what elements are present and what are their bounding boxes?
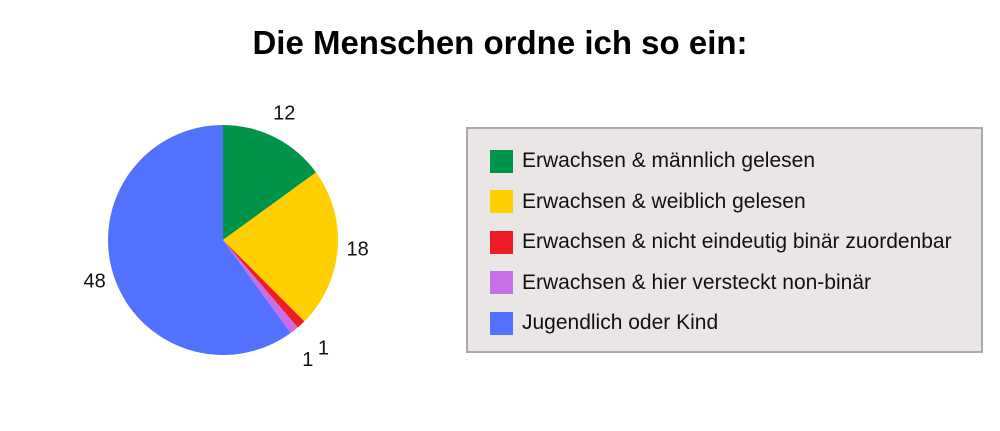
legend: Erwachsen & männlich gelesen Erwachsen & …	[466, 127, 983, 353]
chart-title: Die Menschen ordne ich so ein:	[252, 24, 748, 61]
legend-swatch	[490, 311, 513, 335]
legend-item: Erwachsen & nicht eindeutig binär zuorde…	[490, 230, 952, 254]
data-label: 1	[318, 338, 329, 360]
data-label: 1	[302, 349, 313, 371]
pie-slice	[223, 172, 339, 322]
legend-swatch	[490, 149, 513, 173]
legend-label: Erwachsen & männlich gelesen	[522, 149, 815, 172]
data-label: 48	[83, 271, 105, 293]
legend-item: Erwachsen & hier versteckt non-binär	[490, 271, 871, 295]
legend-item: Erwachsen & männlich gelesen	[490, 149, 815, 173]
data-label: 12	[273, 103, 295, 125]
legend-label: Erwachsen & weiblich gelesen	[522, 189, 806, 213]
pie-slice	[107, 125, 291, 355]
legend-swatch	[490, 230, 513, 254]
pie-slice	[223, 125, 317, 240]
data-label: 18	[346, 239, 368, 261]
legend-item: Erwachsen & weiblich gelesen	[490, 190, 806, 214]
legend-item: Jugendlich oder Kind	[490, 311, 718, 335]
pie-slice	[223, 240, 298, 334]
legend-swatch	[490, 271, 513, 294]
pie-slice	[223, 240, 305, 328]
legend-label: Jugendlich oder Kind	[522, 311, 719, 334]
legend-label: Erwachsen & nicht eindeutig binär zuorde…	[522, 230, 952, 253]
legend-label: Erwachsen & hier versteckt non-binär	[522, 270, 871, 294]
legend-swatch	[490, 190, 513, 213]
